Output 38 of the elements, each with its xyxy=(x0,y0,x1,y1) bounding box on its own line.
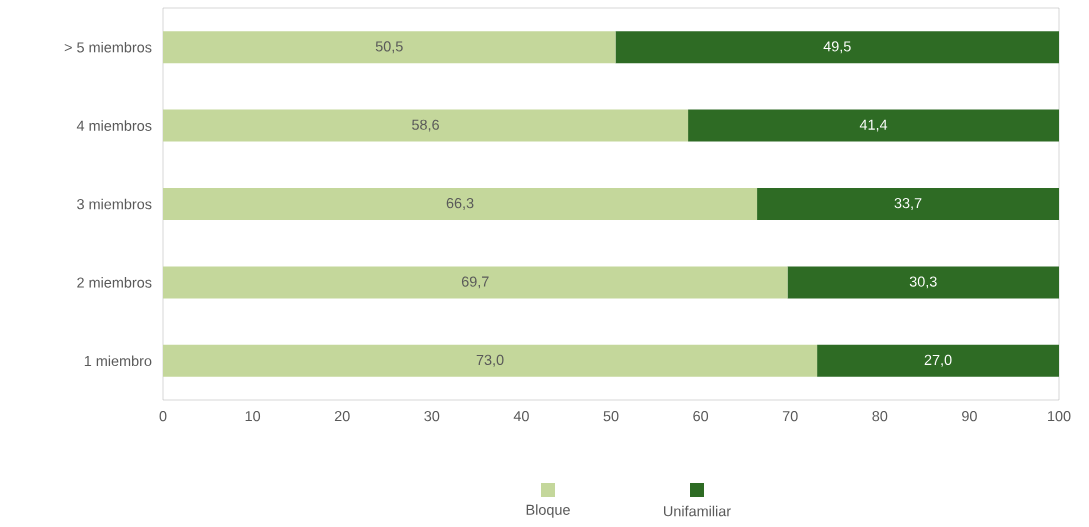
x-tick-label: 20 xyxy=(334,411,350,422)
data-label: 50,5 xyxy=(375,41,403,54)
x-tick-label: 0 xyxy=(159,411,167,422)
legend-label: Unifamiliar xyxy=(664,505,731,517)
x-tick-label: 10 xyxy=(245,411,261,422)
bar xyxy=(163,266,788,299)
bar xyxy=(817,344,1060,377)
data-label: 73,0 xyxy=(476,354,504,367)
x-tick-label: 90 xyxy=(962,411,977,422)
bar xyxy=(757,188,1060,220)
bar xyxy=(163,31,616,64)
bar xyxy=(787,266,1060,299)
bar xyxy=(163,188,758,220)
y-tick-label: > 5 miembros xyxy=(64,41,152,53)
bar xyxy=(163,109,689,142)
x-tick-label: 30 xyxy=(424,411,440,422)
y-tick-label: 1 miembro xyxy=(84,355,152,367)
data-label: 58,6 xyxy=(412,119,439,132)
x-tick-label: 60 xyxy=(693,411,709,422)
x-tick-label: 80 xyxy=(872,411,888,422)
data-label: 33,7 xyxy=(894,198,922,210)
x-tick-label: 50 xyxy=(603,411,619,422)
y-tick-label: 3 miembros xyxy=(77,198,152,210)
data-label: 49,5 xyxy=(823,41,851,54)
data-label: 41,4 xyxy=(859,119,888,132)
bar xyxy=(688,109,1060,142)
y-tick-label: 2 miembros xyxy=(77,277,152,288)
data-label: 66,3 xyxy=(446,198,474,210)
x-tick-label: 40 xyxy=(513,411,529,422)
data-label: 30,3 xyxy=(909,276,937,289)
bar xyxy=(615,31,1060,64)
x-tick-label: 100 xyxy=(1048,411,1071,422)
data-label: 27,0 xyxy=(924,354,952,367)
x-tick-label: 70 xyxy=(782,411,798,422)
y-tick-label: 4 miembros xyxy=(76,120,152,131)
bar xyxy=(163,344,818,377)
data-label: 69,7 xyxy=(461,276,489,289)
legend-label: Bloque xyxy=(526,504,570,518)
